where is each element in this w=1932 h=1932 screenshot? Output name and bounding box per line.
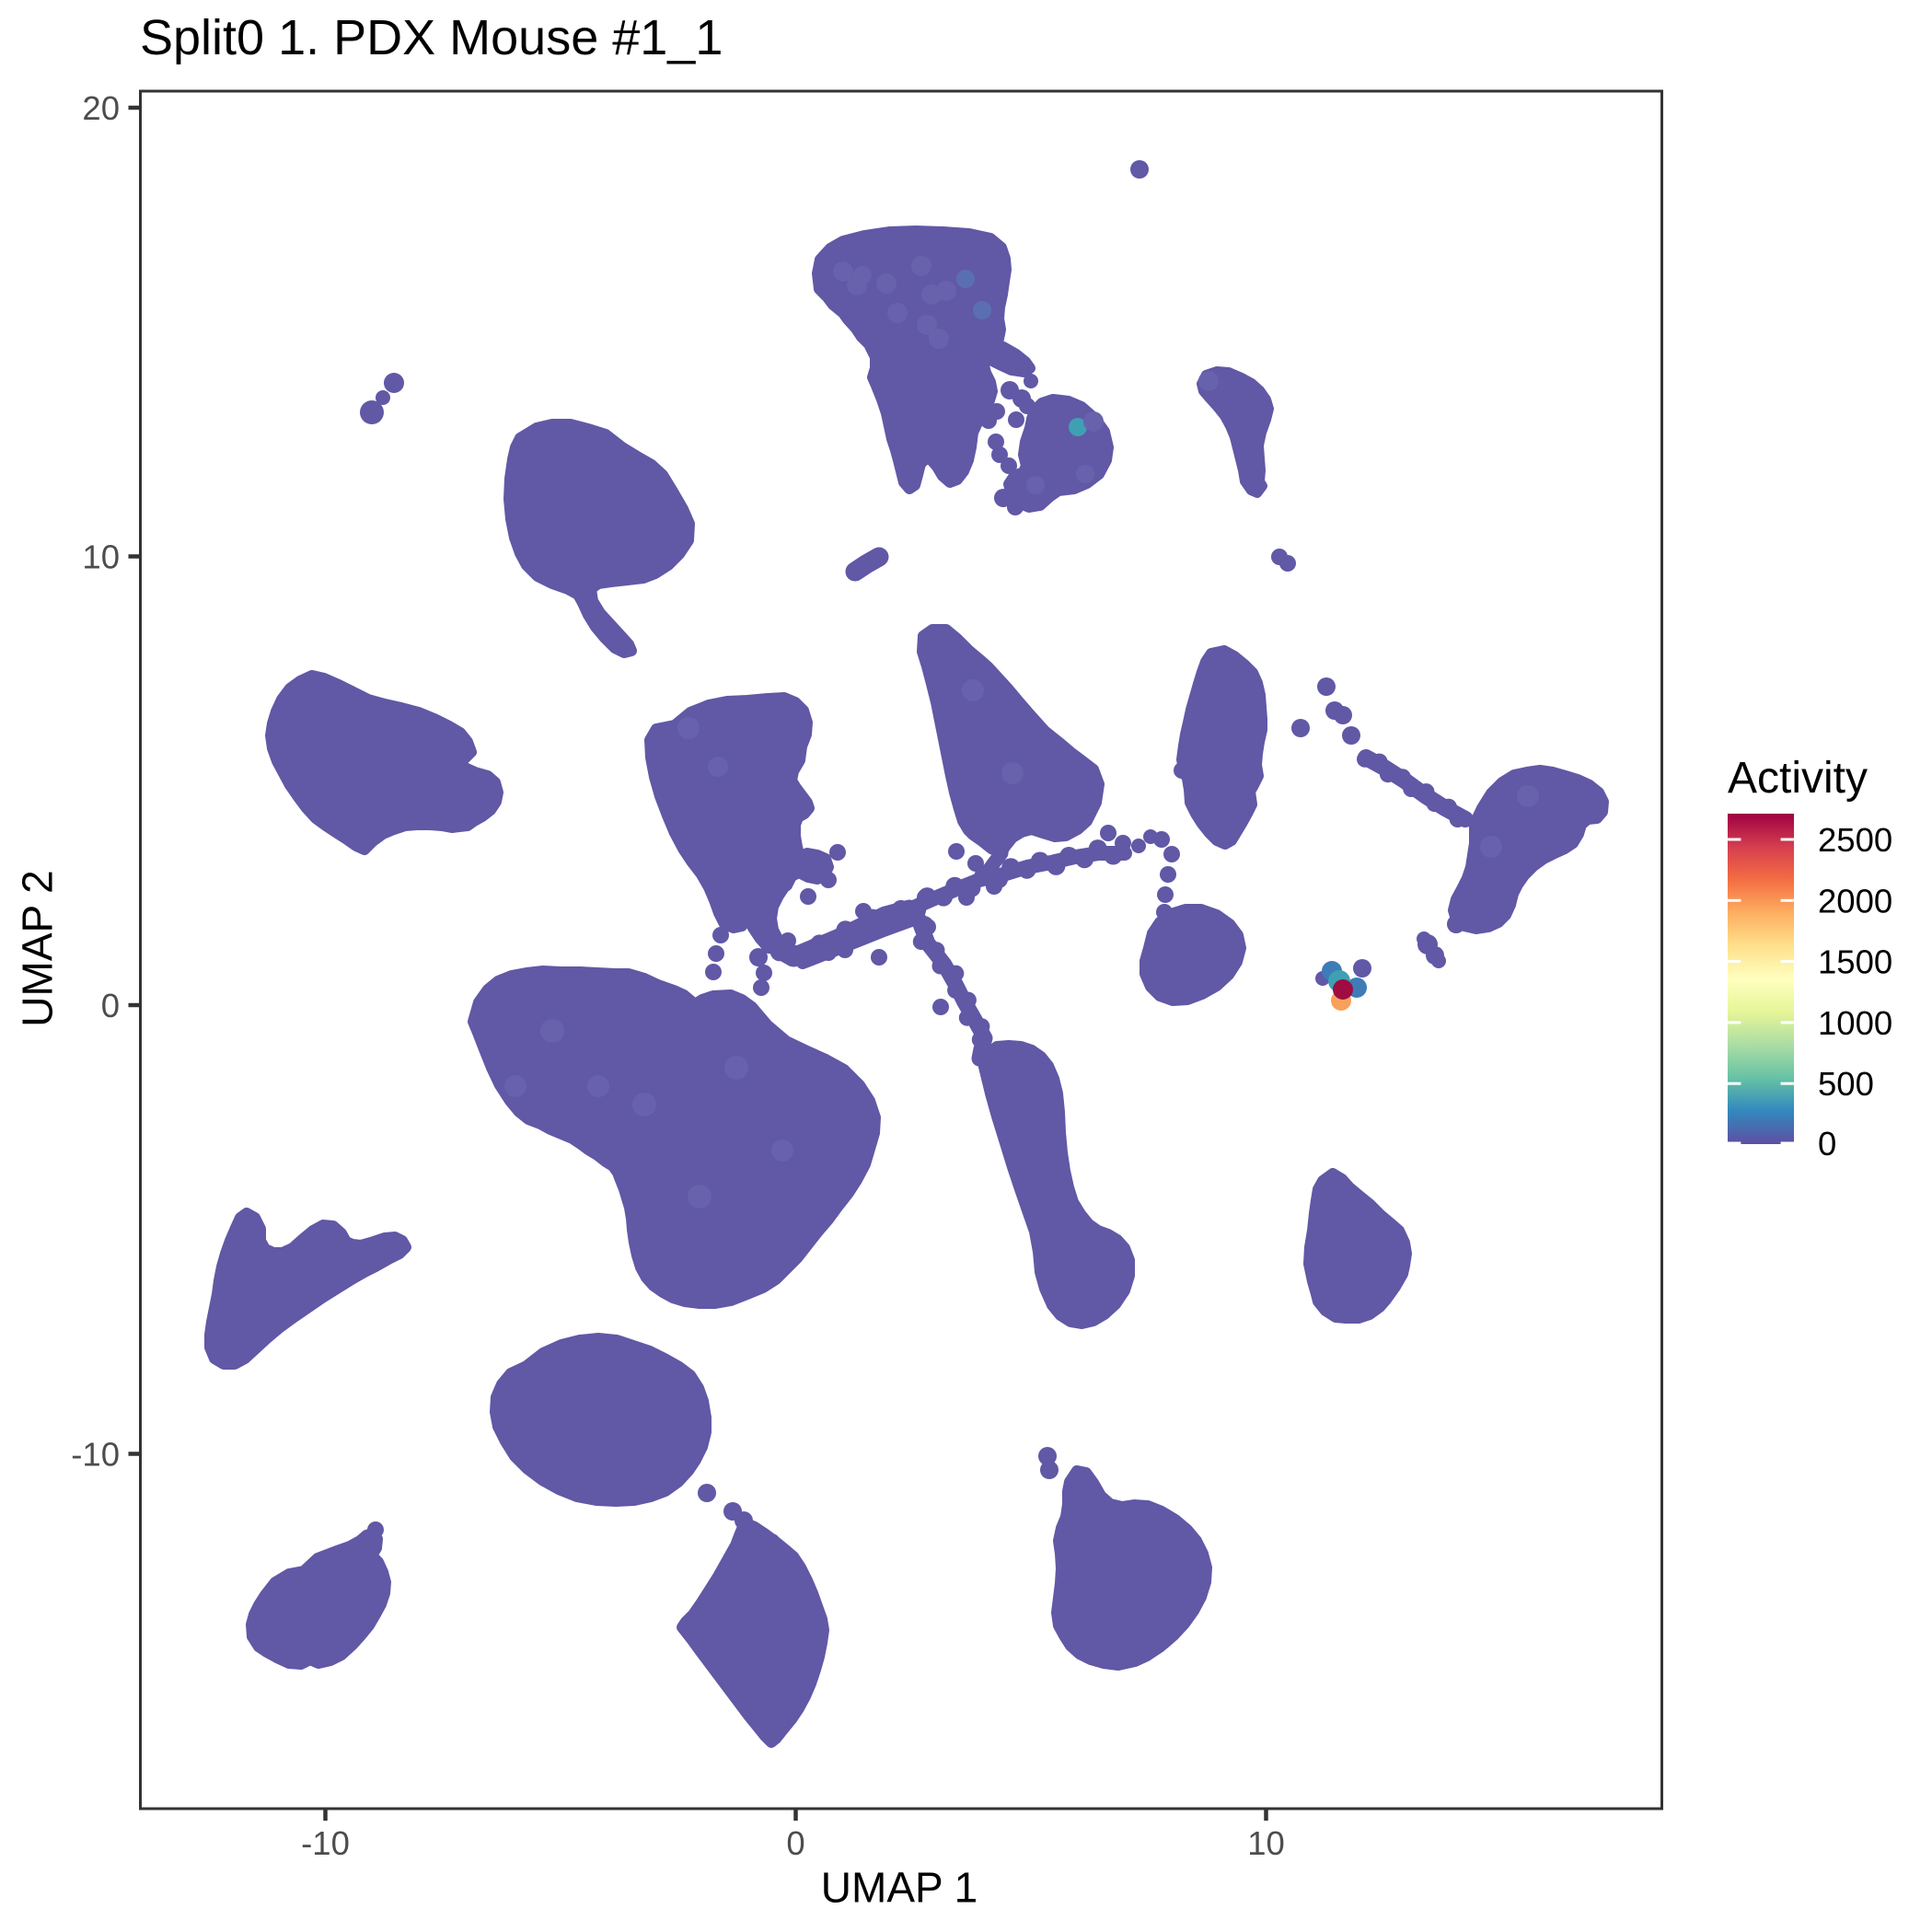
svg-text:2000: 2000 <box>1818 882 1892 920</box>
svg-text:20: 20 <box>82 89 120 127</box>
svg-text:500: 500 <box>1818 1065 1874 1103</box>
svg-text:Split0 1. PDX Mouse #1_1: Split0 1. PDX Mouse #1_1 <box>140 10 723 65</box>
svg-text:1500: 1500 <box>1818 943 1892 981</box>
svg-text:1000: 1000 <box>1818 1004 1892 1042</box>
svg-text:0: 0 <box>1818 1125 1836 1163</box>
svg-text:0: 0 <box>101 987 120 1024</box>
svg-text:Activity: Activity <box>1728 754 1868 803</box>
svg-text:2500: 2500 <box>1818 821 1892 859</box>
svg-text:10: 10 <box>1247 1824 1285 1862</box>
svg-text:-10: -10 <box>301 1824 350 1862</box>
svg-text:UMAP 1: UMAP 1 <box>821 1864 978 1912</box>
svg-text:-10: -10 <box>71 1436 120 1474</box>
svg-text:UMAP 2: UMAP 2 <box>14 870 62 1026</box>
svg-text:0: 0 <box>786 1824 804 1862</box>
svg-text:10: 10 <box>82 538 120 576</box>
